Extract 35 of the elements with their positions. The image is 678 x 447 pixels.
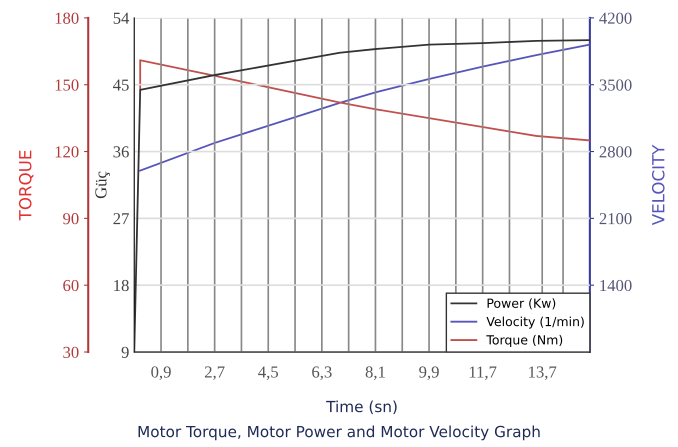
y-tick-label: 18: [114, 280, 129, 292]
y3-tick-label: 60: [63, 280, 79, 292]
y-axis-title: Güç: [95, 172, 110, 198]
line-series: [139, 44, 590, 172]
x-tick-label: 0,9: [151, 366, 171, 380]
y2-tick-label: 2800: [600, 146, 632, 158]
x-tick-label: 8,1: [366, 366, 385, 380]
y3-tick-label: 150: [56, 79, 79, 91]
x-axis-title: Time (sn): [326, 400, 397, 414]
y3-tick-label: 120: [56, 146, 79, 158]
y3-tick-label: 30: [63, 346, 79, 358]
x-tick-label: 11,7: [470, 366, 496, 380]
y-tick-label: 45: [113, 80, 129, 91]
y-tick-label: 36: [114, 146, 129, 158]
x-tick-label: 9,9: [419, 366, 439, 380]
text: Motor Torque, Motor Power and Motor Velocity Graph: [138, 426, 540, 440]
y2-tick-label: 4200: [599, 12, 632, 24]
legend-label: Power (Kw): [488, 298, 556, 310]
y-tick-label: 54: [114, 12, 130, 24]
x-tick-label: 4,5: [258, 366, 278, 380]
legend-label: Velocity (1/min): [486, 316, 584, 329]
x-tick-label: 13,7: [529, 366, 556, 380]
y-tick-label: 27: [113, 213, 129, 224]
legend-label: Torque (Nm): [486, 334, 562, 348]
line-series: [139, 59, 590, 142]
x-tick-label: 2,7: [204, 366, 225, 380]
y3-tick-label: 180: [56, 12, 79, 24]
y2-tick-label: 3500: [600, 79, 632, 91]
y2-tick-label: 2100: [600, 213, 632, 224]
y2-axis-title: VELOCITY: [652, 144, 665, 226]
x-tick-label: 6,3: [312, 366, 332, 380]
y3-tick-label: 90: [63, 213, 79, 224]
y3-axis-title: TORQUE: [18, 150, 34, 220]
y-tick-label: 9: [122, 346, 129, 358]
y2-tick-label: 1400: [600, 280, 632, 292]
